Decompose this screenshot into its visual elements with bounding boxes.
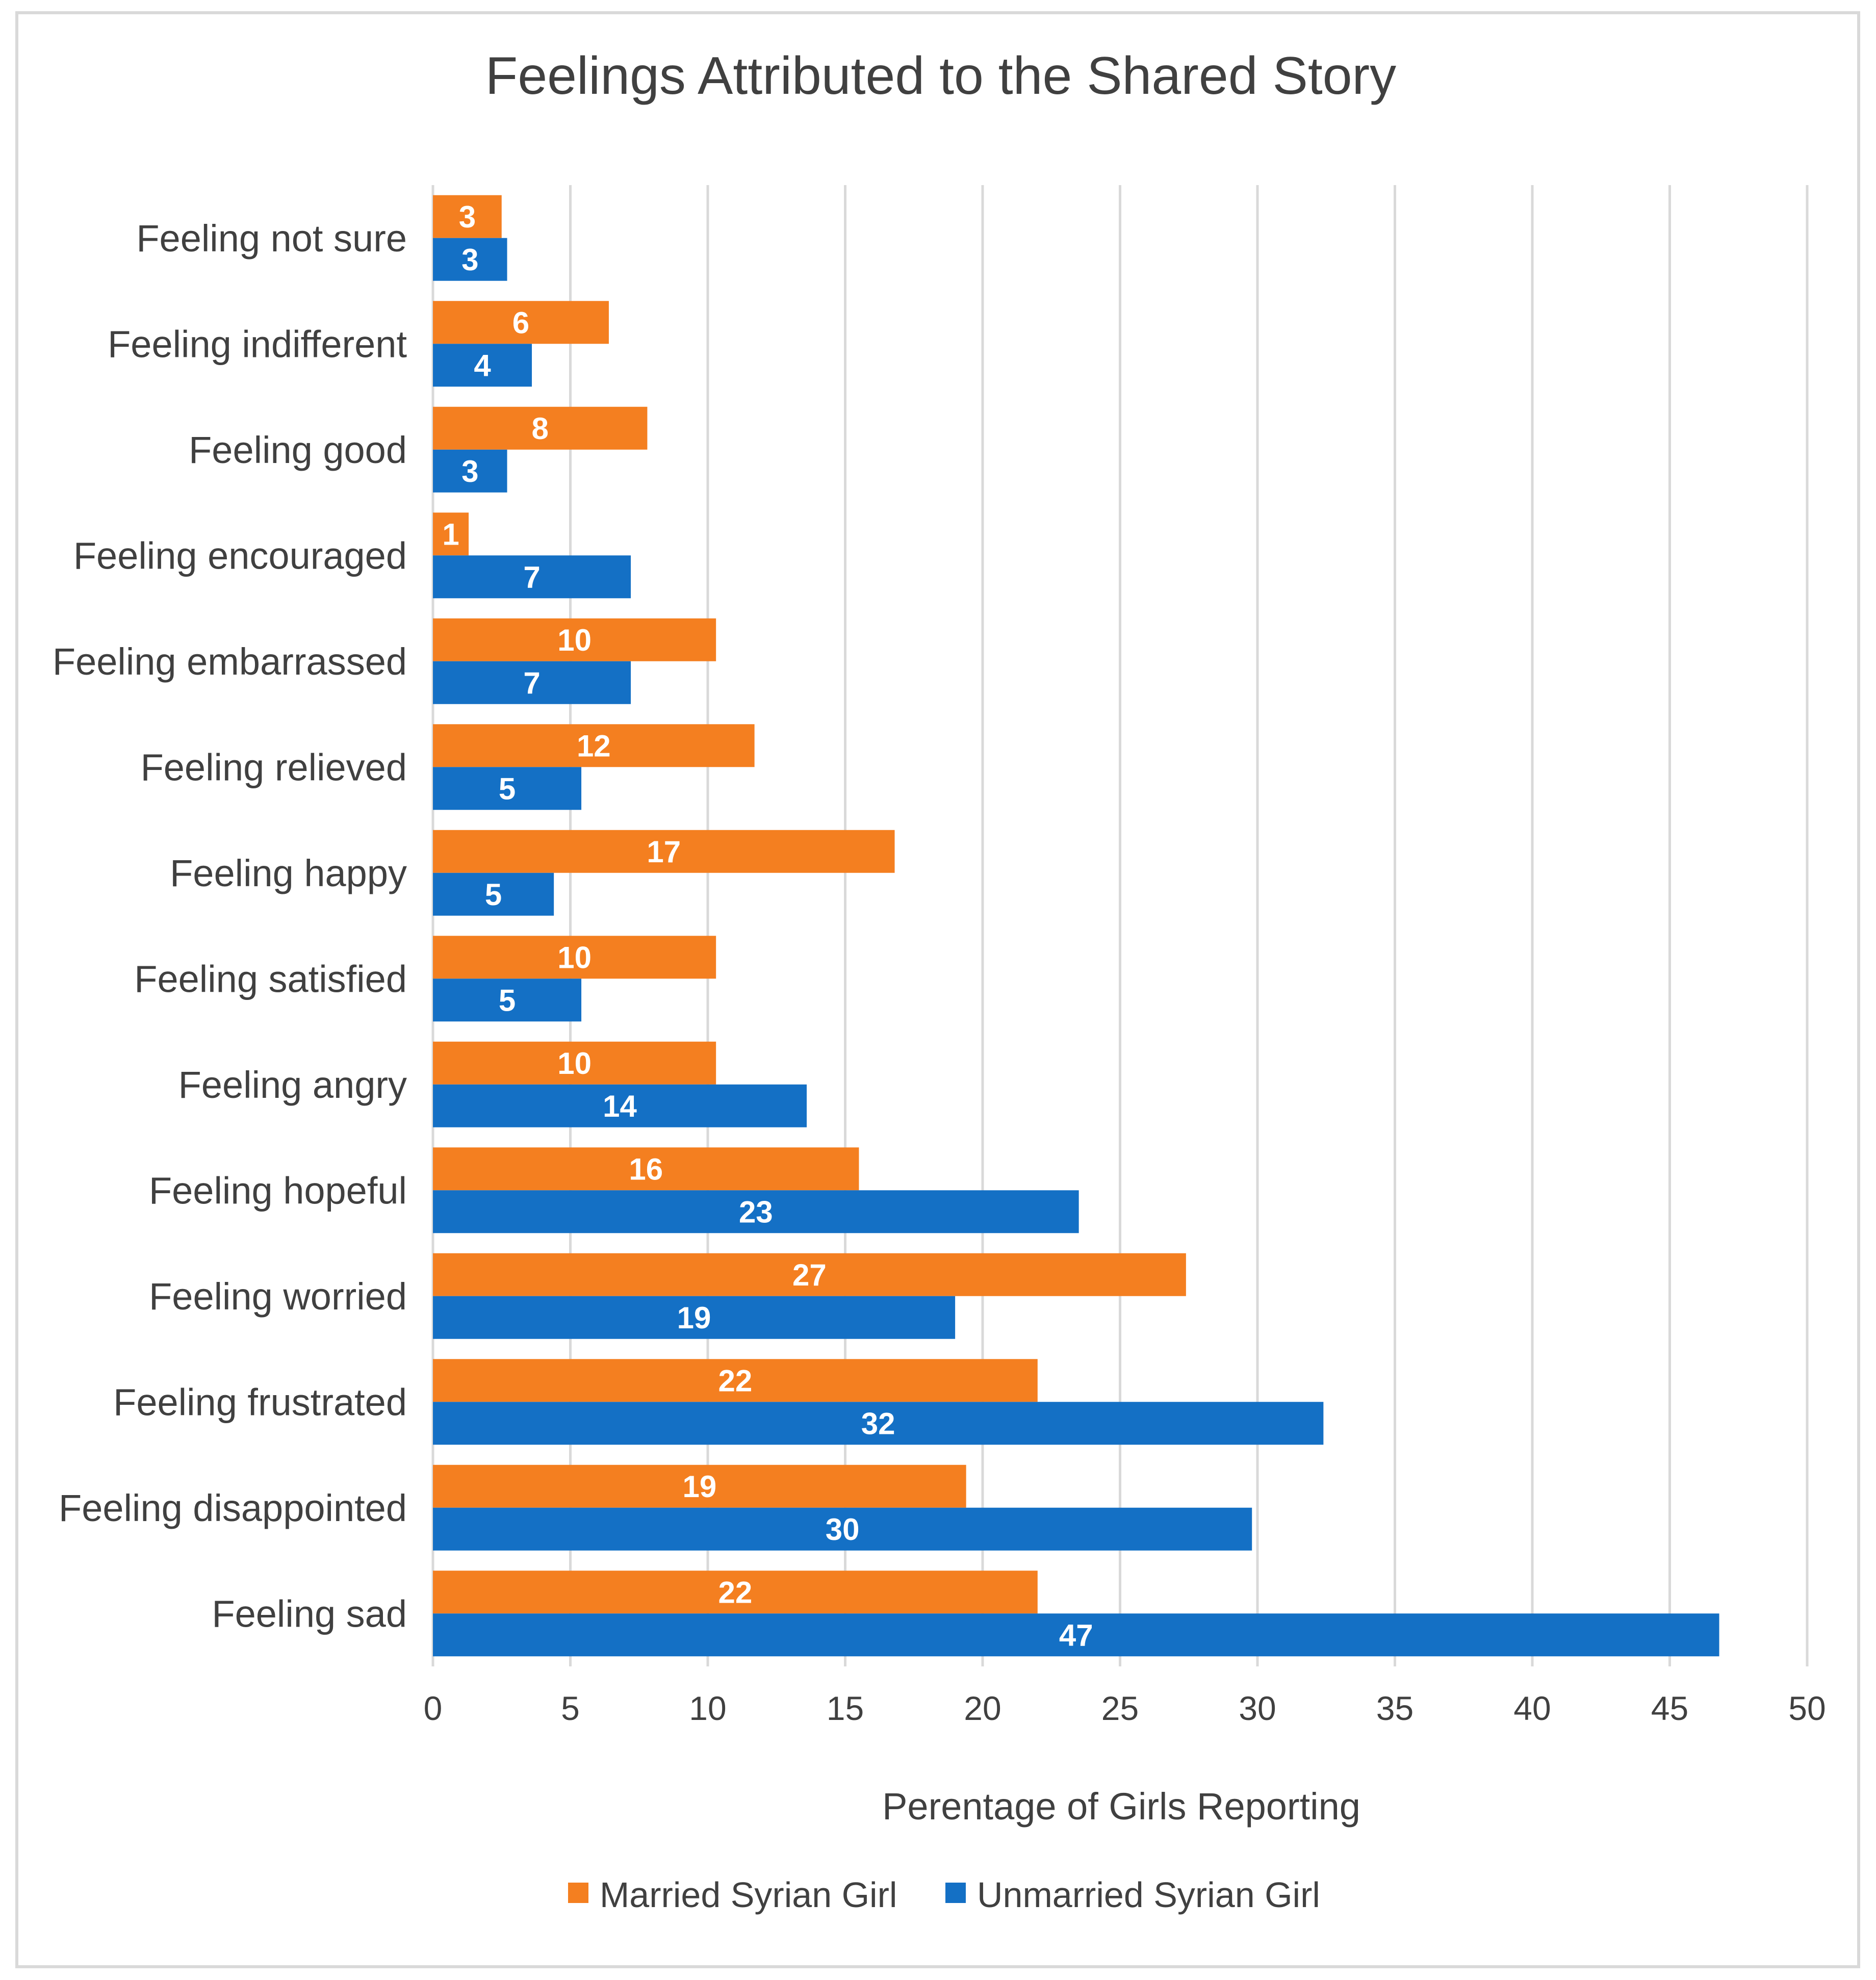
data-label: 5 [499,983,516,1017]
legend-label-unmarried: Unmarried Syrian Girl [977,1875,1320,1915]
data-label: 30 [826,1512,860,1547]
bar-married [433,1253,1186,1296]
chart-frame: Feelings Attributed to the Shared Story … [15,11,1860,1968]
x-tick-label: 0 [424,1689,443,1727]
bar-unmarried [433,1190,1079,1233]
bar-married [433,724,755,767]
bar-unmarried [433,1084,807,1127]
legend-swatch-unmarried [945,1883,966,1903]
bars [433,195,1719,1657]
legend: Married Syrian Girl Unmarried Syrian Girl [568,1875,1320,1915]
x-tick-label: 5 [561,1689,580,1727]
bar-married [433,406,648,450]
x-tick-label: 10 [689,1689,726,1727]
category-label: Feeling indifferent [108,323,407,365]
data-label: 14 [603,1089,637,1123]
chart-title: Feelings Attributed to the Shared Story [485,46,1396,106]
category-label: Feeling relieved [141,746,407,788]
data-label: 47 [1059,1618,1093,1652]
data-label: 16 [629,1152,663,1186]
x-tick-label: 25 [1101,1689,1139,1727]
data-label: 3 [461,454,478,488]
bar-married [433,1147,859,1191]
x-tick-labels: 0 5 10 15 20 25 30 35 40 45 50 [424,1689,1826,1727]
data-label: 4 [474,348,491,382]
data-label: 19 [677,1301,711,1335]
data-label: 23 [739,1195,773,1229]
data-label: 7 [523,666,540,700]
data-label: 10 [557,623,592,657]
data-label: 10 [557,940,592,974]
legend-label-married: Married Syrian Girl [600,1875,897,1915]
data-label: 22 [718,1364,753,1398]
data-label: 8 [532,412,549,446]
data-label: 12 [577,729,611,763]
category-label: Feeling sad [212,1592,407,1635]
bar-unmarried [433,1613,1719,1657]
x-tick-label: 20 [964,1689,1001,1727]
data-label: 5 [499,772,516,806]
x-tick-label: 30 [1239,1689,1276,1727]
data-labels: 3364831710712517510510141623271922321930… [442,200,1093,1653]
bar-married [433,1041,716,1085]
bar-unmarried [433,555,631,599]
data-label: 19 [682,1470,716,1504]
data-label: 3 [459,200,476,234]
data-label: 7 [523,560,540,594]
category-label: Feeling encouraged [73,534,407,577]
x-tick-label: 45 [1651,1689,1688,1727]
bar-unmarried [433,661,631,704]
bar-married [433,301,609,344]
bar-unmarried [433,1402,1324,1445]
data-label: 1 [442,517,459,551]
category-label: Feeling worried [149,1275,407,1318]
category-label: Feeling disappointed [59,1487,407,1529]
bar-married [433,195,502,238]
x-axis-title: Perentage of Girls Reporting [882,1785,1360,1828]
bar-unmarried [433,344,532,387]
bar-married [433,512,469,556]
bar-unmarried [433,1296,956,1339]
bar-married [433,618,716,661]
category-label: Feeling happy [170,852,407,894]
bar-unmarried [433,238,507,281]
category-label: Feeling frustrated [113,1381,407,1423]
x-tick-label: 15 [827,1689,864,1727]
data-label: 17 [647,835,681,869]
bar-unmarried [433,449,507,493]
data-label: 22 [718,1575,753,1609]
category-label: Feeling satisfied [134,958,407,1000]
bar-married [433,1571,1038,1614]
bar-unmarried [433,1507,1252,1551]
data-label: 3 [461,243,478,277]
bar-unmarried [433,979,582,1022]
x-tick-label: 40 [1513,1689,1551,1727]
category-label: Feeling embarrassed [53,640,407,683]
x-tick-label: 50 [1788,1689,1826,1727]
bar-unmarried [433,767,582,810]
bar-married [433,1464,966,1508]
bar-married [433,936,716,979]
category-label: Feeling good [189,429,407,471]
bar-married [433,830,895,873]
data-label: 6 [512,305,529,340]
data-label: 32 [861,1406,895,1441]
data-label: 5 [485,878,502,912]
category-label: Feeling hopeful [149,1169,407,1212]
bar-unmarried [433,872,554,916]
bar-chart: Feelings Attributed to the Shared Story … [53,46,1826,1915]
data-label: 27 [792,1258,827,1292]
category-labels: Feeling not sure Feeling indifferent Feeli… [53,217,407,1635]
category-label: Feeling angry [178,1064,407,1106]
legend-swatch-married [568,1883,588,1903]
x-tick-label: 35 [1376,1689,1414,1727]
data-label: 10 [557,1046,592,1081]
category-label: Feeling not sure [136,217,407,260]
bar-married [433,1359,1038,1402]
